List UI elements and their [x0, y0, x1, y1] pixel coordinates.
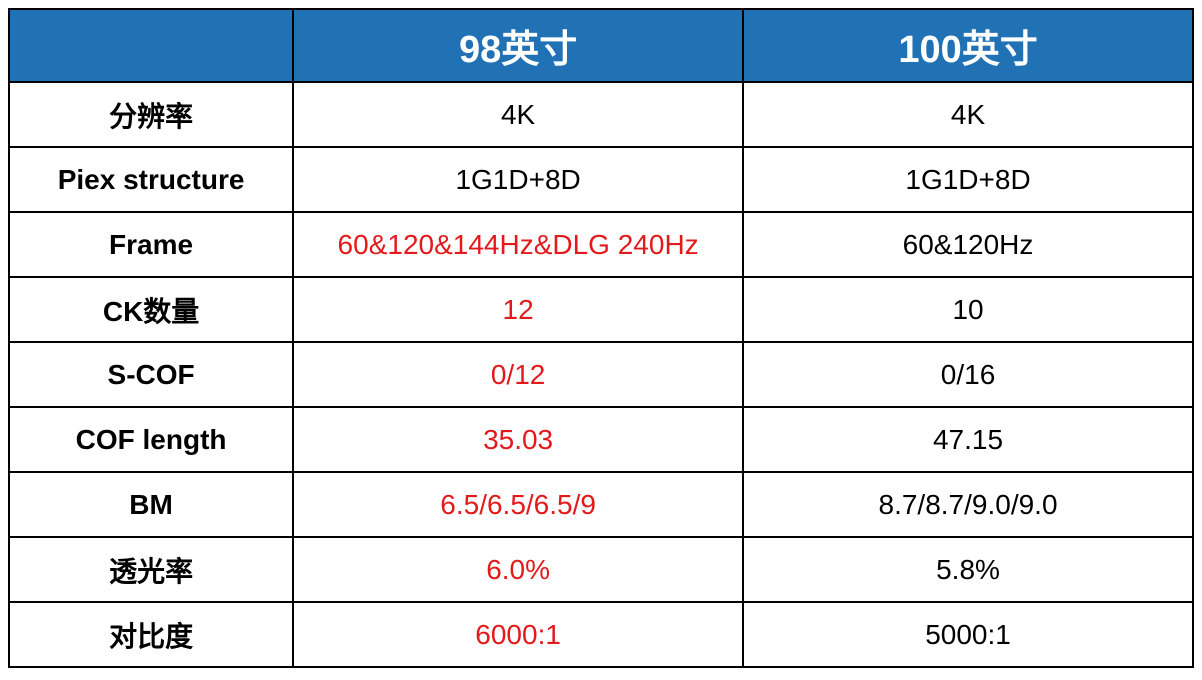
cell-col1: 1G1D+8D — [293, 147, 743, 212]
cell-col2: 1G1D+8D — [743, 147, 1193, 212]
table-row: S-COF0/120/16 — [9, 342, 1193, 407]
row-label: BM — [9, 472, 293, 537]
table-row: COF length35.0347.15 — [9, 407, 1193, 472]
cell-col2: 8.7/8.7/9.0/9.0 — [743, 472, 1193, 537]
row-label: 对比度 — [9, 602, 293, 667]
table-row: Frame60&120&144Hz&DLG 240Hz60&120Hz — [9, 212, 1193, 277]
row-label: S-COF — [9, 342, 293, 407]
header-blank — [9, 9, 293, 82]
table-row: 分辨率4K4K — [9, 82, 1193, 147]
cell-col1: 12 — [293, 277, 743, 342]
row-label: Piex structure — [9, 147, 293, 212]
cell-col2: 60&120Hz — [743, 212, 1193, 277]
cell-col2: 47.15 — [743, 407, 1193, 472]
table-header-row: 98英寸 100英寸 — [9, 9, 1193, 82]
cell-col2: 5.8% — [743, 537, 1193, 602]
cell-col1: 60&120&144Hz&DLG 240Hz — [293, 212, 743, 277]
table-row: BM6.5/6.5/6.5/98.7/8.7/9.0/9.0 — [9, 472, 1193, 537]
row-label: COF length — [9, 407, 293, 472]
cell-col1: 6000:1 — [293, 602, 743, 667]
row-label: 分辨率 — [9, 82, 293, 147]
cell-col1: 35.03 — [293, 407, 743, 472]
cell-col1: 6.5/6.5/6.5/9 — [293, 472, 743, 537]
comparison-table: 98英寸 100英寸 分辨率4K4KPiex structure1G1D+8D1… — [8, 8, 1194, 668]
row-label: CK数量 — [9, 277, 293, 342]
table-row: 透光率6.0%5.8% — [9, 537, 1193, 602]
cell-col1: 6.0% — [293, 537, 743, 602]
cell-col2: 0/16 — [743, 342, 1193, 407]
cell-col2: 10 — [743, 277, 1193, 342]
row-label: Frame — [9, 212, 293, 277]
header-col1: 98英寸 — [293, 9, 743, 82]
cell-col1: 0/12 — [293, 342, 743, 407]
table-body: 分辨率4K4KPiex structure1G1D+8D1G1D+8DFrame… — [9, 82, 1193, 667]
table-row: CK数量1210 — [9, 277, 1193, 342]
row-label: 透光率 — [9, 537, 293, 602]
table-row: 对比度6000:15000:1 — [9, 602, 1193, 667]
cell-col2: 5000:1 — [743, 602, 1193, 667]
cell-col1: 4K — [293, 82, 743, 147]
table-row: Piex structure1G1D+8D1G1D+8D — [9, 147, 1193, 212]
header-col2: 100英寸 — [743, 9, 1193, 82]
cell-col2: 4K — [743, 82, 1193, 147]
